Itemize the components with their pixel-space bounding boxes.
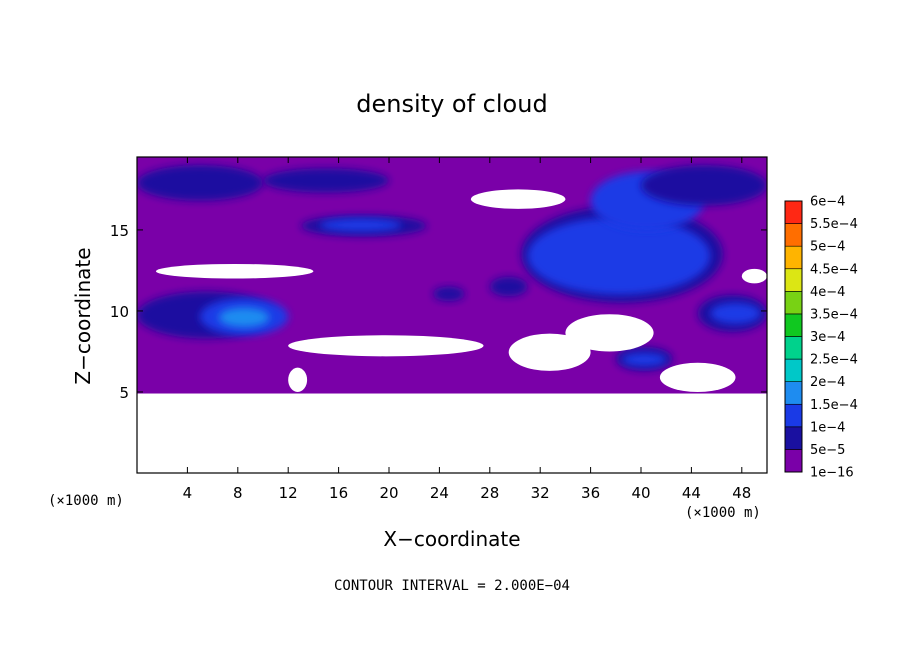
cloud-free-region-20 [288, 335, 484, 357]
colorbar-label: 4e−4 [810, 285, 845, 300]
colorbar-label: 1e−4 [810, 420, 845, 435]
colorbar-label: 6e−4 [810, 195, 845, 210]
density-blob-16 [489, 276, 528, 297]
colorbar-label: 3.5e−4 [810, 307, 858, 322]
x-axis-label: X−coordinate [383, 527, 520, 551]
cloud-free-region-26 [741, 268, 767, 284]
x-tick-label: 28 [480, 484, 499, 502]
colorbar-swatch [784, 358, 803, 382]
cloud-free-region-21 [508, 333, 591, 371]
colorbar-label: 5e−5 [810, 443, 845, 458]
colorbar-swatch [784, 426, 803, 450]
cloud-free-region-19 [155, 263, 314, 279]
density-blob-9 [527, 216, 711, 295]
cloud-free-region-25 [288, 367, 308, 392]
y-axis-ticks: 5 10 15 [110, 222, 767, 402]
colorbar-swatch [784, 336, 803, 360]
colorbar-label: 5e−4 [810, 240, 845, 255]
density-blob-1 [137, 165, 263, 201]
colorbar-swatch [784, 313, 803, 337]
x-tick-label: 44 [682, 484, 701, 502]
colorbar-label: 3e−4 [810, 330, 845, 345]
density-blob-15 [622, 353, 667, 367]
colorbar-swatch [784, 268, 803, 292]
x-tick-label: 40 [631, 484, 650, 502]
y-axis-label: Z−coordinate [71, 247, 95, 384]
colorbar-label: 2e−4 [810, 375, 845, 390]
x-tick-label: 48 [732, 484, 751, 502]
chart-title: density of cloud [356, 90, 547, 118]
colorbar-swatch [784, 200, 803, 224]
x-tick-label: 32 [531, 484, 550, 502]
colorbar-label: 4.5e−4 [810, 262, 858, 277]
plot-frame [136, 156, 768, 474]
cloud-free-region-18 [137, 393, 767, 473]
colorbar-swatch [784, 381, 803, 405]
cloud-free-region-23 [470, 189, 566, 209]
colorbar-frame [784, 200, 803, 473]
colorbar-swatch [784, 291, 803, 315]
y-tick-label: 5 [119, 384, 129, 402]
x-tick-label: 4 [183, 484, 193, 502]
colorbar-label: 2.5e−4 [810, 353, 858, 368]
cloud-free-region-24 [659, 362, 736, 392]
colorbar-swatch [784, 245, 803, 270]
density-blob-17 [433, 286, 465, 302]
cloud-free-region-22 [565, 314, 654, 352]
y-tick-label: 15 [110, 222, 129, 240]
x-axis-ticks: 4 8 12 16 20 24 28 32 36 40 44 48 [183, 157, 751, 502]
y-tick-label: 10 [110, 303, 129, 321]
colorbar-swatch [784, 223, 803, 247]
colorbar: 1e−16 5e−5 1e−4 1.5e−4 2e−4 2.5e−4 3e−4 3.5e−4 4… [784, 195, 858, 481]
contour-interval-note: CONTOUR INTERVAL = 2.000E−04 [334, 578, 570, 594]
colorbar-label: 1.5e−4 [810, 398, 858, 413]
density-field [137, 157, 767, 473]
x-tick-label: 16 [329, 484, 348, 502]
colorbar-label: 1e−16 [810, 466, 854, 481]
x-tick-label: 24 [430, 484, 449, 502]
colorbar-swatch [784, 449, 803, 473]
colorbar-swatch [784, 403, 803, 428]
x-tick-label: 20 [379, 484, 398, 502]
x-tick-label: 36 [581, 484, 600, 502]
density-blob-2 [263, 168, 389, 193]
colorbar-label: 5.5e−4 [810, 217, 858, 232]
density-blob-4 [319, 218, 402, 232]
x-tick-label: 12 [279, 484, 298, 502]
y-axis-unit: (×1000 m) [48, 493, 124, 509]
density-blob-7 [218, 307, 270, 328]
density-blob-13 [710, 302, 761, 324]
density-blob-11 [641, 165, 767, 206]
x-tick-label: 8 [233, 484, 243, 502]
x-axis-unit: (×1000 m) [685, 505, 761, 521]
